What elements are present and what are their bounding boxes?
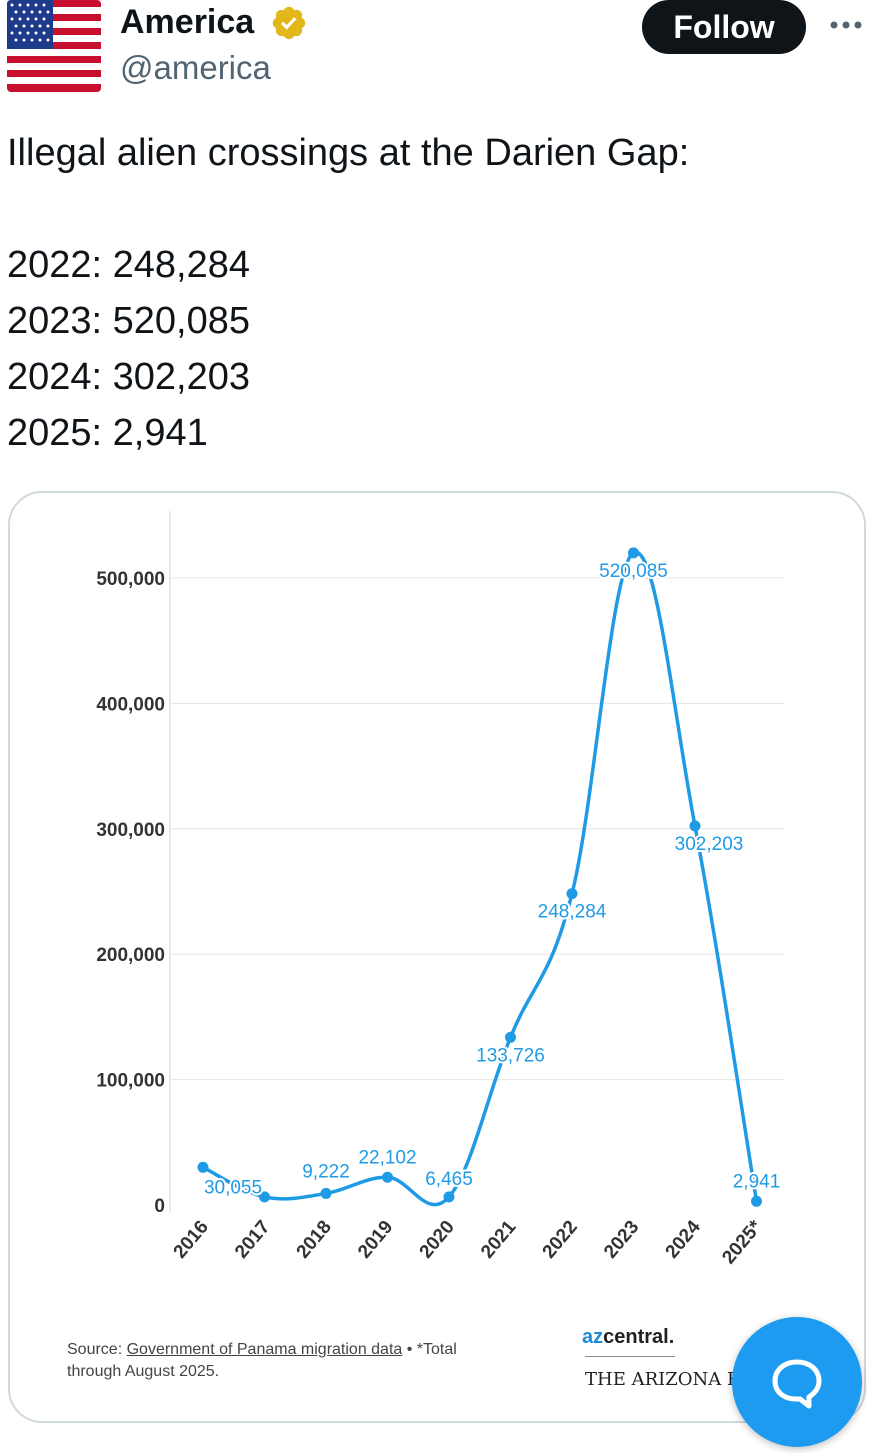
post-text-heading: Illegal alien crossings at the Darien Ga… [7,132,690,174]
x-tick-label: 2017 [231,1217,274,1263]
data-point [689,820,701,832]
post-text-line: 2025: 2,941 [7,412,208,454]
data-label: 9,222 [302,1161,350,1182]
data-label: 248,284 [538,902,607,923]
follow-button[interactable]: Follow [642,0,806,54]
data-point [505,1031,516,1043]
x-tick-label: 2019 [354,1217,397,1263]
media-card[interactable]: 0 100,000 200,000 300,000 400,000 500,000 30,0… [8,491,866,1423]
azcentral-logo: azcentral. [582,1326,674,1349]
y-tick-label: 0 [154,1196,165,1217]
logo-divider [585,1356,675,1357]
data-label: 22,102 [358,1147,416,1168]
data-label: 133,726 [476,1045,545,1066]
source-note: through August 2025. [67,1363,220,1380]
handle[interactable]: @america [120,49,271,86]
data-label: 30,055 [204,1177,262,1198]
data-point [382,1171,393,1183]
y-tick-label: 500,000 [96,569,165,590]
data-point [751,1195,762,1207]
chat-bubble-icon [772,1359,822,1409]
x-tick-label: 2024 [662,1216,706,1262]
line-chart: 0 100,000 200,000 300,000 400,000 500,000 30,0… [96,511,785,1268]
data-point [443,1191,455,1203]
data-point [259,1191,270,1203]
arizona-republic-logo: THE ARIZONA REPUBLIC [585,1369,735,1390]
x-tick-label: 2018 [293,1217,336,1263]
data-point [197,1161,209,1173]
azcentral-logo-central: central. [603,1326,675,1348]
post-text-line: 2023: 520,085 [7,300,251,342]
chat-button[interactable] [732,1317,862,1447]
data-label: 2,941 [733,1171,781,1192]
post-text-line: 2022: 248,284 [7,244,251,286]
chart-source: Source: Government of Panama migration d… [67,1339,457,1383]
more-options-icon[interactable] [826,10,866,40]
data-label: 302,203 [675,834,744,855]
source-suffix: • *Total [402,1341,457,1358]
display-name[interactable]: America [120,3,255,41]
data-label: 520,085 [599,561,668,582]
x-tick-label: 2021 [477,1216,521,1262]
x-tick-label: 2022 [539,1217,582,1263]
series-line [202,550,759,1207]
y-tick-label: 200,000 [96,945,165,966]
verified-badge-icon [272,6,306,40]
avatar[interactable] [7,0,101,92]
x-tick-label: 2025* [718,1216,766,1268]
us-flag-icon [7,0,101,92]
source-prefix: Source: [67,1341,127,1358]
post-text-line: 2024: 302,203 [7,356,251,398]
y-tick-label: 400,000 [96,694,165,715]
y-tick-label: 300,000 [96,820,165,841]
azcentral-logo-az: az [582,1326,604,1348]
data-label: 6,465 [425,1169,473,1190]
x-tick-label: 2023 [600,1217,643,1263]
source-link[interactable]: Government of Panama migration data [126,1341,403,1358]
y-tick-label: 100,000 [96,1071,165,1092]
x-tick-label: 2016 [170,1217,213,1263]
data-point [628,547,639,559]
data-point [566,888,578,900]
data-point [320,1187,332,1199]
x-tick-label: 2020 [416,1217,459,1263]
